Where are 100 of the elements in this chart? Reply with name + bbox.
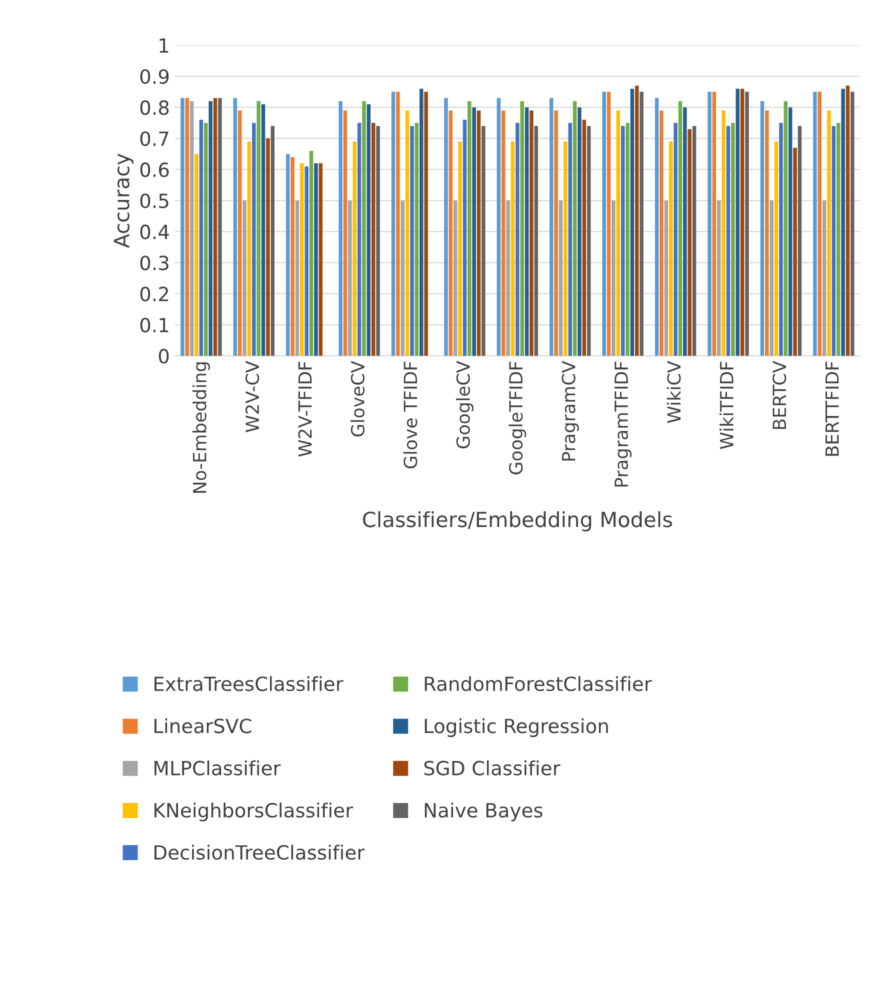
y-tick-label: 0.5: [140, 193, 168, 208]
bar: [338, 101, 342, 356]
bar: [788, 107, 792, 356]
bar: [620, 126, 625, 356]
legend-label: RandomForestClassifier: [424, 676, 652, 692]
bar: [506, 200, 510, 356]
bar: [314, 163, 318, 356]
legend-label: SGD Classifier: [424, 760, 560, 776]
bar: [578, 107, 582, 356]
bar: [218, 98, 222, 356]
x-tick-label: PragramTFIDF: [614, 362, 632, 487]
bar: [468, 101, 472, 356]
bar: [405, 110, 410, 356]
bar: [832, 126, 836, 356]
bar: [448, 110, 453, 356]
bar: [626, 122, 630, 356]
bar: [683, 107, 687, 356]
bar: [362, 101, 366, 356]
bar: [731, 122, 735, 356]
bar: [846, 86, 850, 356]
bar: [836, 122, 840, 356]
bar: [270, 126, 275, 356]
bar: [564, 142, 568, 356]
bar: [678, 101, 682, 356]
bar: [722, 110, 726, 356]
bar: [510, 142, 515, 356]
bar: [238, 110, 242, 356]
bar: [396, 92, 400, 356]
x-tick-label: PragramCV: [562, 360, 579, 460]
bar: [568, 122, 572, 356]
bar: [194, 154, 198, 356]
bar: [822, 200, 826, 356]
bar: [582, 120, 586, 356]
y-tick-label: 0.2: [140, 286, 168, 302]
x-tick-label: WikiCV: [666, 360, 681, 423]
bar: [554, 110, 558, 356]
bar: [424, 92, 428, 356]
x-tick-label: No-Embedding: [192, 362, 210, 493]
bar: [612, 200, 616, 356]
y-tick-label: 0.9: [140, 69, 169, 84]
x-tick-label: GloveCV: [350, 360, 365, 437]
bar: [770, 200, 774, 356]
y-tick-label: 0.6: [140, 162, 169, 178]
bar: [774, 142, 778, 356]
bar: [793, 148, 797, 356]
bar: [462, 120, 467, 356]
x-tick-label: GoogleCV: [456, 360, 474, 448]
bar: [204, 122, 208, 356]
y-tick-label: 0.4: [140, 224, 169, 240]
bar: [818, 92, 822, 356]
bar: [295, 200, 300, 356]
bar: [304, 166, 308, 356]
bar: [233, 98, 238, 356]
y-tick-label: 0.7: [140, 131, 168, 146]
bar: [286, 154, 290, 356]
x-tick-label: WikiTFIDF: [720, 362, 734, 450]
y-tick-label: 0.3: [140, 256, 168, 270]
legend-label: MLPClassifier: [154, 760, 281, 776]
bar: [779, 122, 783, 356]
bar: [708, 92, 712, 356]
bar: [309, 150, 314, 356]
legend-label: ExtraTreesClassifier: [154, 676, 344, 692]
bar: [534, 126, 538, 356]
y-tick-label: 0.8: [140, 100, 169, 116]
bar: [300, 163, 304, 356]
bar: [185, 98, 190, 356]
bar: [472, 107, 476, 356]
x-tick-label: GoogleTFIDF: [508, 362, 526, 474]
bar: [606, 92, 611, 356]
x-tick-label: Glove TFIDF: [403, 362, 418, 468]
bar: [798, 126, 802, 356]
legend-label: Logistic Regression: [424, 718, 608, 738]
bar: [318, 163, 323, 356]
bar: [199, 120, 204, 356]
bar: [482, 126, 486, 356]
bar: [453, 200, 458, 356]
bar: [688, 129, 692, 356]
x-tick-label: BERTTFIDF: [826, 362, 839, 456]
bar: [717, 200, 721, 356]
bar: [213, 98, 218, 356]
bar: [290, 157, 294, 356]
bar: [502, 110, 506, 356]
bar: [692, 126, 696, 356]
bar: [736, 88, 740, 356]
bar: [208, 101, 212, 356]
bar: [414, 122, 419, 356]
bar: [640, 92, 644, 356]
bar: [740, 88, 744, 356]
legend-label: DecisionTreeClassifier: [154, 844, 365, 860]
legend-label: KNeighborsClassifier: [154, 802, 354, 822]
x-tick-label: BERTCV: [772, 360, 786, 429]
bar: [524, 107, 529, 356]
bar: [476, 110, 481, 356]
bar: [420, 88, 424, 356]
bar: [516, 122, 520, 356]
bar: [635, 86, 639, 356]
bar: [180, 98, 184, 356]
bar: [760, 101, 764, 356]
bar: [261, 104, 266, 356]
bar: [558, 200, 563, 356]
